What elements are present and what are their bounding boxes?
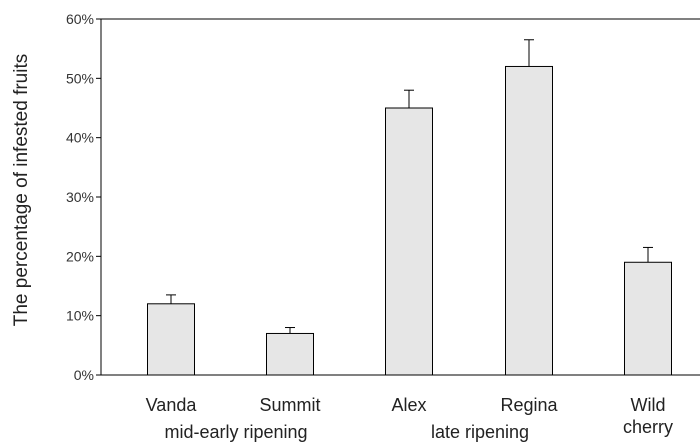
- y-axis-label-group: The percentage of infested fruits: [11, 54, 32, 327]
- y-tick-label: 10%: [66, 308, 94, 324]
- y-axis-label: The percentage of infested fruits: [11, 54, 32, 327]
- category-label: Alex: [391, 395, 426, 415]
- y-tick-label: 40%: [66, 130, 94, 146]
- bar: [505, 65, 553, 376]
- category-label: Wild cherry: [623, 395, 673, 437]
- y-tick-label: 60%: [66, 11, 94, 27]
- bar: [385, 107, 433, 376]
- category-label: Regina: [500, 395, 558, 415]
- y-axis-ticks: 0% 10% 20% 30% 40% 50% 60%: [66, 11, 101, 383]
- bar: [147, 303, 195, 376]
- y-tick-label: 50%: [66, 70, 94, 86]
- bar: [266, 332, 314, 376]
- axes: [100, 18, 700, 376]
- category-label: Summit: [259, 395, 320, 415]
- bars: [147, 65, 672, 376]
- error-bars: [166, 39, 653, 334]
- bar: [624, 261, 672, 376]
- category-labels: Vanda Summit Alex Regina Wild cherry: [146, 395, 673, 437]
- group-labels: mid-early ripening late ripening: [164, 422, 529, 442]
- y-tick-label: 30%: [66, 189, 94, 205]
- y-tick-label: 0%: [74, 367, 94, 383]
- group-label: mid-early ripening: [164, 422, 307, 442]
- group-label: late ripening: [431, 422, 529, 442]
- y-tick-label: 20%: [66, 248, 94, 264]
- category-label: Vanda: [146, 395, 198, 415]
